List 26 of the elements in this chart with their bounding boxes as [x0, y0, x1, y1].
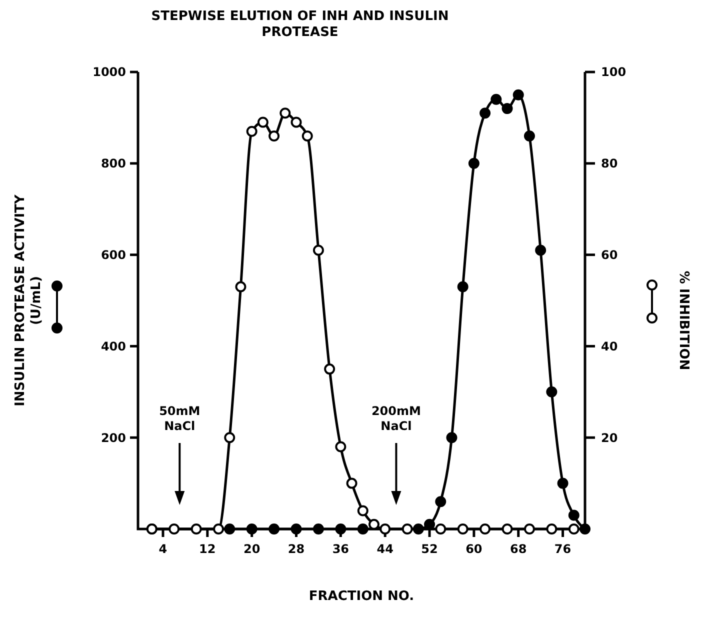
y-tick-label: 600	[100, 248, 126, 262]
y-tick-label: 200	[100, 430, 126, 445]
y-axis-title: INSULIN PROTEASE ACTIVITY (U/mL)	[13, 194, 44, 406]
x-tick-label: 12	[199, 542, 216, 556]
ref-line-label: 200mM NaCl	[371, 404, 421, 433]
y2-tick-label: 60	[601, 248, 618, 262]
x-tick-label: 20	[243, 542, 260, 556]
y-tick-label: 400	[100, 339, 126, 354]
x-tick-label: 76	[554, 542, 572, 556]
chart-title: STEPWISE ELUTION OF INH AND INSULIN PROTEASE	[151, 9, 449, 40]
y-tick-label: 800	[100, 156, 126, 171]
ref-line-label: 50mM NaCl	[159, 404, 200, 433]
x-tick-label: 44	[376, 542, 394, 556]
y-tick-label: 1000	[92, 65, 126, 80]
x-tick-label: 68	[510, 542, 527, 556]
x-tick-label: 52	[421, 542, 438, 556]
x-axis-title: FRACTION NO.	[308, 589, 414, 604]
y2-tick-label: 20	[601, 430, 618, 445]
x-tick-label: 36	[332, 542, 350, 556]
y2-tick-label: 40	[601, 339, 618, 354]
y2-axis-title: % INHIBITION	[676, 270, 691, 370]
x-tick-label: 28	[288, 542, 305, 556]
x-tick-label: 60	[466, 542, 482, 556]
y2-tick-label: 100	[601, 65, 626, 80]
x-tick-label: 4	[158, 542, 168, 556]
y2-tick-label: 80	[601, 156, 618, 171]
